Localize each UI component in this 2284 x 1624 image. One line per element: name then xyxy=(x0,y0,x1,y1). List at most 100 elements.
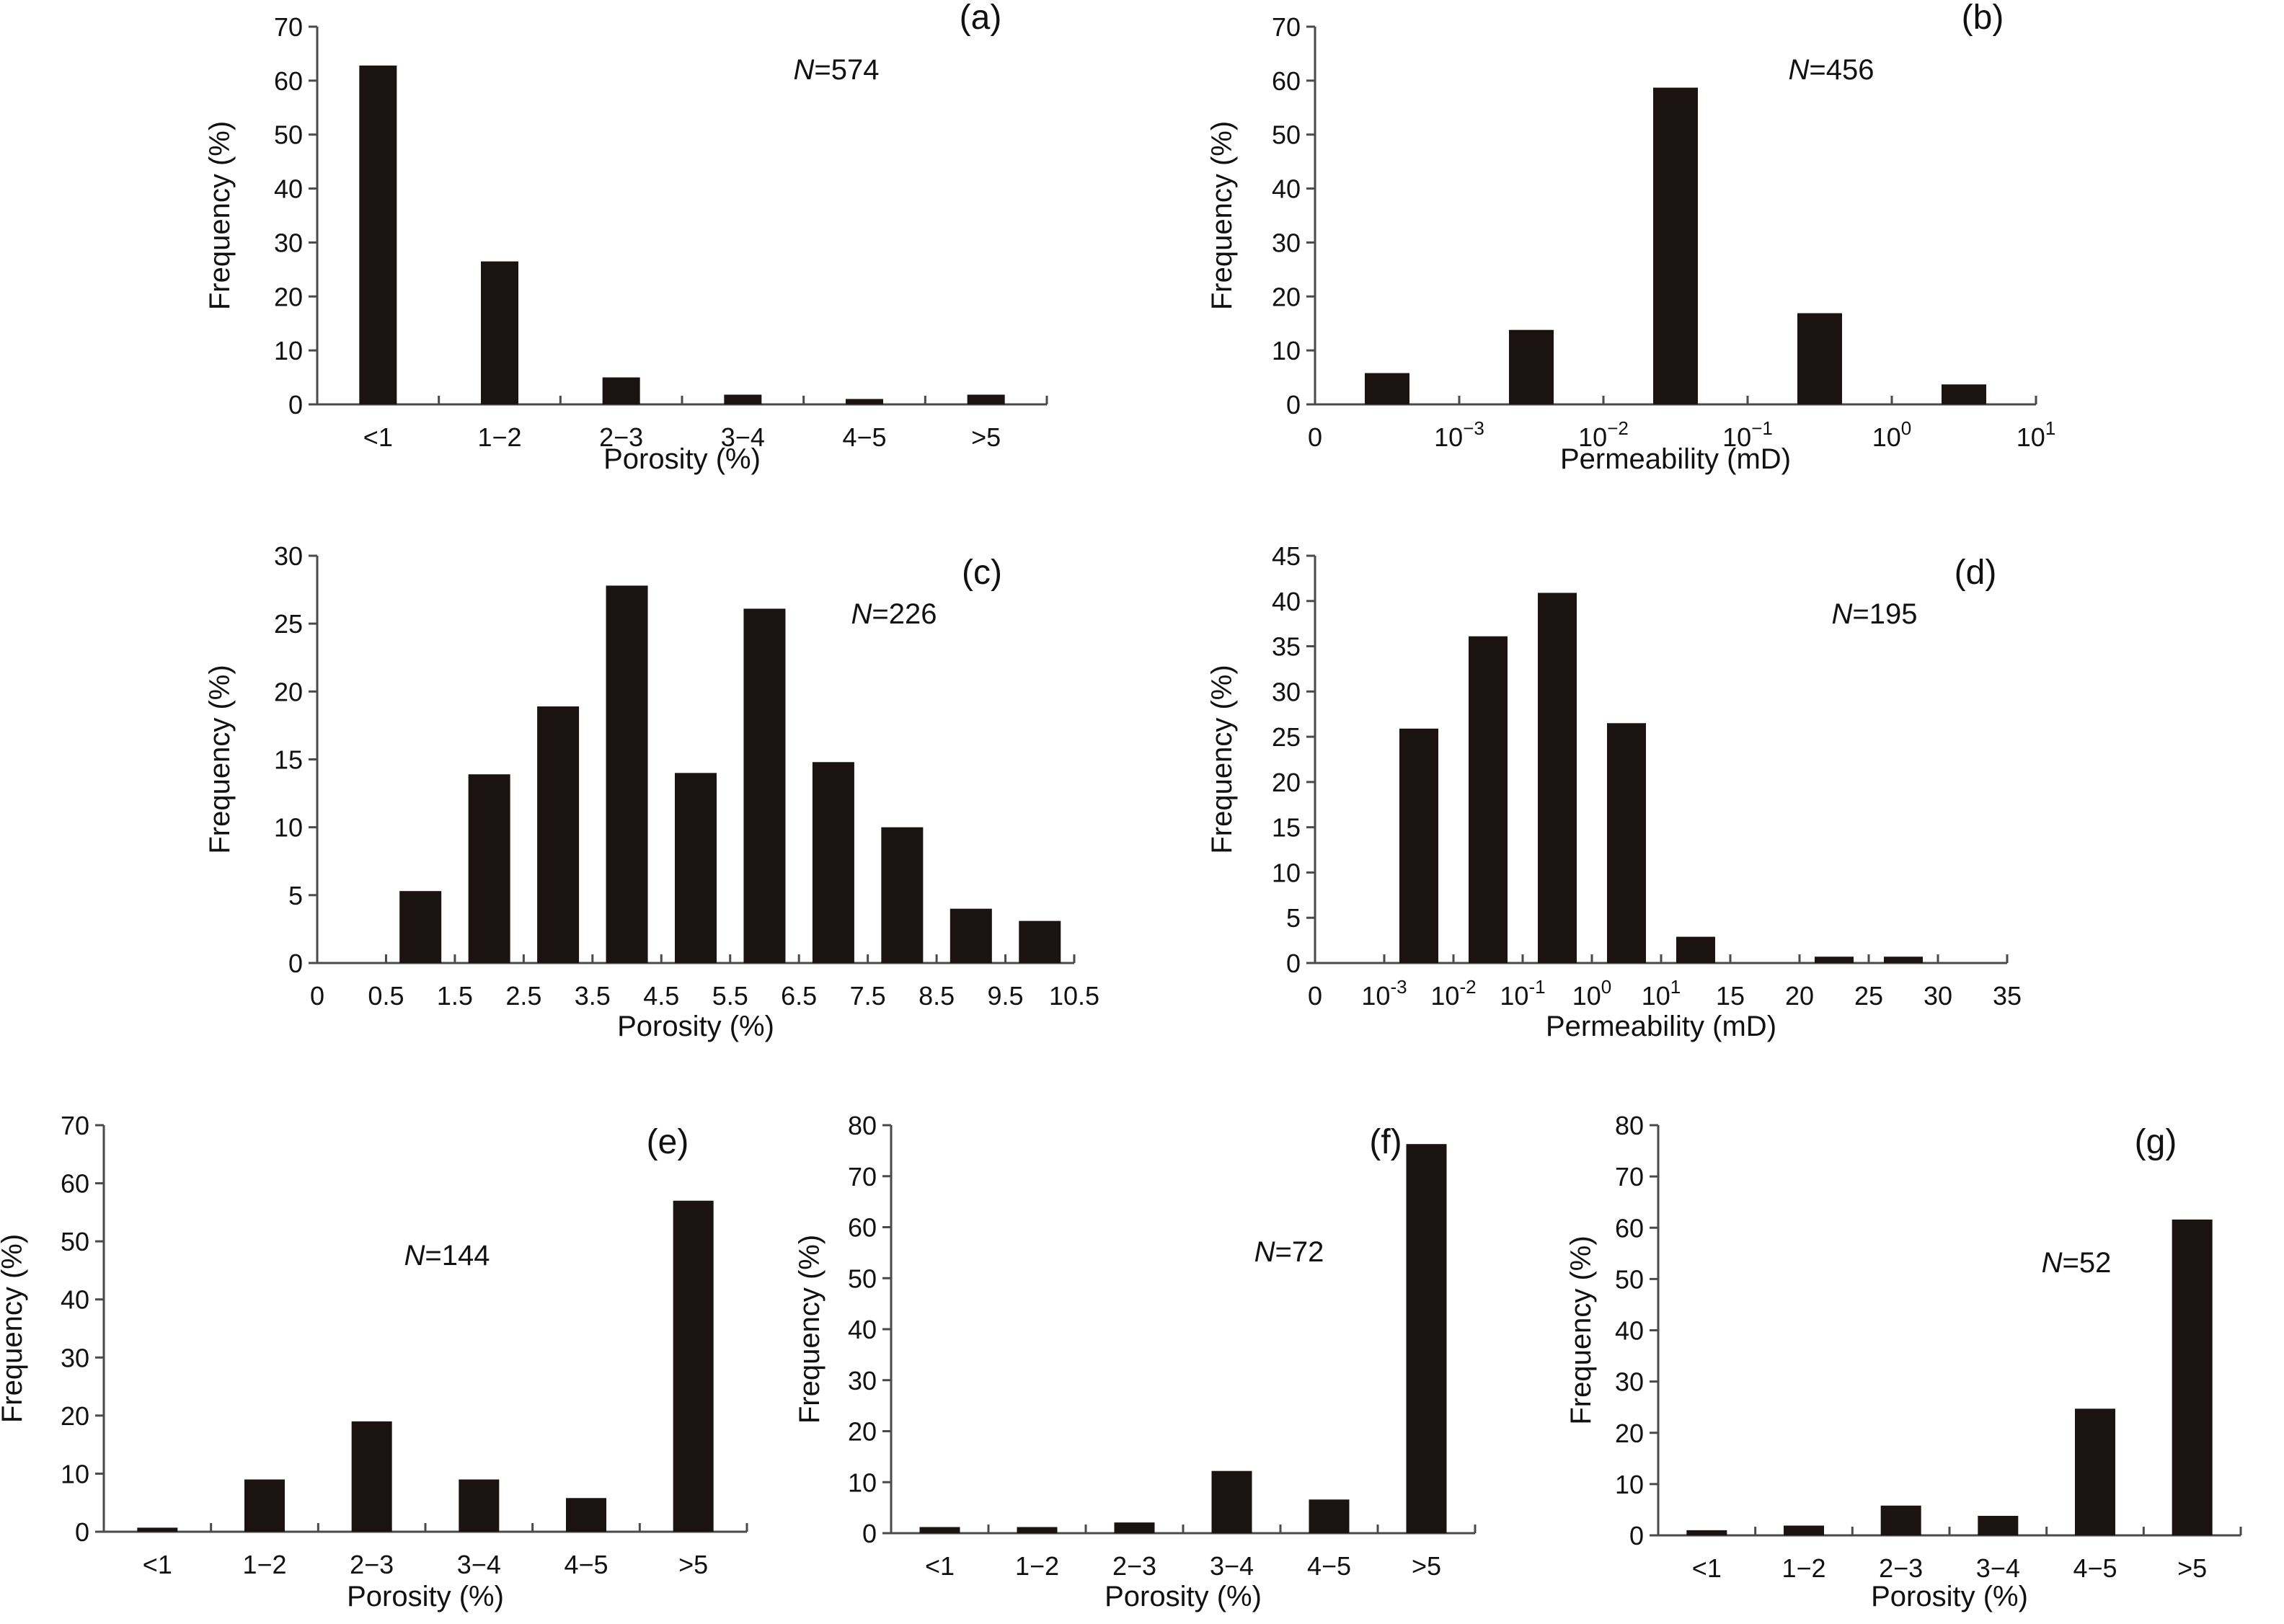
y-tick-label: 40 xyxy=(1615,1316,1644,1346)
x-tick-label: <1 xyxy=(1692,1553,1722,1583)
x-tick-label: 10-3 xyxy=(1361,976,1407,1011)
x-tick-base: 10 xyxy=(1872,422,1901,452)
bar xyxy=(481,261,518,404)
y-tick-label: 70 xyxy=(274,12,303,42)
y-tick-label: 20 xyxy=(1272,768,1301,797)
x-tick-exponent: 1 xyxy=(1670,976,1681,998)
x-tick-base: 5.5 xyxy=(712,981,748,1011)
x-tick-label: >5 xyxy=(2177,1553,2207,1583)
bar xyxy=(244,1479,285,1532)
bar xyxy=(673,1200,714,1532)
x-tick-exponent: -2 xyxy=(1459,976,1476,998)
x-tick-label: 1.5 xyxy=(437,981,473,1011)
x-tick-exponent: 0 xyxy=(1601,976,1611,998)
bar xyxy=(919,1527,960,1533)
x-tick-base: 10 xyxy=(1722,422,1751,452)
x-tick-label: 4−5 xyxy=(564,1550,608,1579)
y-axis-title: Frequency (%) xyxy=(794,1235,825,1424)
x-tick-label: 7.5 xyxy=(850,981,886,1011)
y-tick-label: 20 xyxy=(274,677,303,706)
x-axis-title: Porosity (%) xyxy=(1871,1581,2028,1612)
bar xyxy=(1309,1499,1350,1533)
y-tick-label: 0 xyxy=(1286,949,1301,978)
x-tick-label: 10−1 xyxy=(1722,417,1773,452)
y-tick-label: 0 xyxy=(288,949,303,978)
x-tick-label: 3−4 xyxy=(721,422,765,452)
x-tick-base: 8.5 xyxy=(919,981,955,1011)
bar xyxy=(724,394,762,404)
y-tick-label: 40 xyxy=(848,1315,877,1344)
bar xyxy=(1406,1144,1447,1533)
y-tick-label: 50 xyxy=(61,1227,89,1256)
x-tick-label: 9.5 xyxy=(988,981,1024,1011)
x-tick-base: 6.5 xyxy=(781,981,817,1011)
y-tick-label: 40 xyxy=(1272,587,1301,616)
sample-count-symbol: N xyxy=(404,1240,425,1272)
bar xyxy=(846,399,883,404)
x-tick-label: 2−3 xyxy=(1879,1553,1923,1583)
x-tick-label: 3−4 xyxy=(1210,1551,1254,1581)
sample-count-value: =144 xyxy=(425,1240,490,1272)
x-tick-label: 101 xyxy=(1642,976,1681,1011)
x-axis-title: Porosity (%) xyxy=(603,443,761,475)
y-tick-label: 50 xyxy=(1272,120,1301,150)
x-axis-title: Porosity (%) xyxy=(617,1011,774,1042)
x-tick-base: 2.5 xyxy=(505,981,541,1011)
x-tick-base: 0 xyxy=(1308,981,1322,1011)
x-tick-base: 20 xyxy=(1785,981,1814,1011)
x-tick-label: 0 xyxy=(310,981,324,1011)
y-tick-label: 30 xyxy=(1272,228,1301,257)
y-axis-title: Frequency (%) xyxy=(0,1234,28,1423)
x-tick-exponent: 0 xyxy=(1901,417,1911,439)
sample-count-value: =195 xyxy=(1852,598,1917,630)
sample-count-value: =52 xyxy=(2063,1247,2112,1279)
sample-count-label: N=52 xyxy=(2042,1247,2112,1279)
y-tick-label: 50 xyxy=(274,120,303,150)
x-tick-label: 4−5 xyxy=(2073,1553,2117,1583)
x-tick-label: 2.5 xyxy=(505,981,541,1011)
x-tick-base: 7.5 xyxy=(850,981,886,1011)
y-tick-label: 10 xyxy=(274,813,303,843)
bar xyxy=(351,1421,392,1532)
bar xyxy=(1880,1505,1921,1535)
y-tick-label: 40 xyxy=(61,1285,89,1315)
x-tick-label: >5 xyxy=(678,1550,708,1579)
panel-label: (a) xyxy=(960,0,1002,37)
panel-label: (f) xyxy=(1369,1123,1402,1161)
bar xyxy=(459,1479,500,1532)
y-tick-label: 0 xyxy=(862,1519,877,1548)
y-tick-label: 5 xyxy=(1286,903,1301,933)
y-tick-label: 30 xyxy=(274,541,303,571)
y-tick-label: 30 xyxy=(61,1343,89,1372)
x-tick-label: 6.5 xyxy=(781,981,817,1011)
x-tick-label: 0 xyxy=(1308,981,1322,1011)
bar xyxy=(1607,723,1646,963)
x-tick-label: 2−3 xyxy=(1112,1551,1156,1581)
x-tick-base: 15 xyxy=(1716,981,1745,1011)
x-tick-label: 1−2 xyxy=(1781,1553,1825,1583)
bar xyxy=(606,585,648,963)
x-tick-exponent: −3 xyxy=(1463,417,1484,439)
bar xyxy=(602,377,640,404)
bar xyxy=(537,706,580,963)
y-tick-label: 0 xyxy=(75,1517,89,1547)
x-tick-base: 10 xyxy=(2017,422,2045,452)
y-tick-label: 30 xyxy=(848,1366,877,1396)
y-tick-label: 10 xyxy=(848,1468,877,1497)
sample-count-value: =456 xyxy=(1809,54,1874,86)
panel-label: (g) xyxy=(2135,1123,2177,1161)
y-tick-label: 10 xyxy=(61,1459,89,1488)
x-tick-label: 3.5 xyxy=(575,981,611,1011)
bar xyxy=(1538,593,1577,963)
chart-panel-c: 0 5 10 15 20 25 30 0 0.5 1.5 2.5 3.5 4.5 5.5 6.5 7.5 8.5… xyxy=(204,541,1099,1042)
x-tick-label: 8.5 xyxy=(919,981,955,1011)
y-axis-title: Frequency (%) xyxy=(1565,1235,1597,1424)
bar xyxy=(967,394,1005,404)
bar xyxy=(1978,1515,2019,1535)
y-tick-label: 30 xyxy=(1272,677,1301,706)
bar xyxy=(1019,920,1061,963)
x-tick-label: <1 xyxy=(143,1550,172,1579)
y-tick-label: 25 xyxy=(274,609,303,639)
bar xyxy=(675,773,717,963)
